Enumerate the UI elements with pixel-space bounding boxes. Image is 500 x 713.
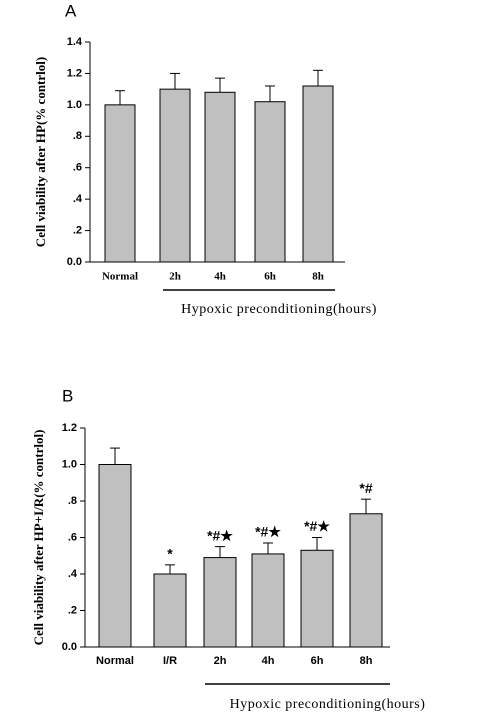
y-tick-label: 0.0 bbox=[67, 256, 82, 268]
y-tick-label: .8 bbox=[68, 495, 77, 507]
y-tick-label: .4 bbox=[73, 193, 83, 205]
x-tick-label: Normal bbox=[96, 655, 134, 667]
y-axis-label: Cell viability after HP(% contrlol) bbox=[33, 57, 48, 247]
y-tick-label: 1.2 bbox=[62, 422, 77, 434]
panel-label: B bbox=[62, 386, 73, 405]
x-tick-label: 4h bbox=[262, 655, 275, 667]
y-tick-label: .2 bbox=[73, 224, 82, 236]
bar bbox=[204, 91, 236, 263]
bar bbox=[153, 573, 187, 648]
bar bbox=[251, 553, 285, 648]
y-tick-label: 1.0 bbox=[62, 458, 77, 470]
y-tick-label: 0.0 bbox=[62, 641, 77, 653]
annotation: Hypoxic preconditioning(hours) bbox=[181, 302, 377, 317]
x-tick-label: 2h bbox=[169, 271, 181, 283]
x-tick-label: 8h bbox=[360, 655, 373, 667]
x-tick-label: 6h bbox=[311, 655, 324, 667]
significance-label: * bbox=[167, 546, 173, 562]
bar bbox=[254, 101, 286, 263]
bar bbox=[203, 557, 237, 648]
annotation: Hypoxic preconditioning(hours) bbox=[230, 697, 426, 712]
bar bbox=[300, 549, 334, 648]
bar bbox=[349, 513, 383, 648]
x-tick-label: 8h bbox=[312, 271, 324, 283]
bar bbox=[302, 85, 334, 263]
y-tick-label: 1.4 bbox=[67, 36, 83, 48]
x-tick-label: 6h bbox=[264, 271, 276, 283]
x-tick-label: 2h bbox=[214, 655, 227, 667]
y-tick-label: .6 bbox=[68, 531, 77, 543]
x-tick-label: Normal bbox=[102, 271, 138, 283]
significance-label: *#★ bbox=[304, 518, 330, 534]
bar bbox=[98, 464, 132, 648]
x-tick-label: I/R bbox=[163, 655, 177, 667]
bar bbox=[104, 104, 136, 263]
significance-label: *# bbox=[359, 480, 372, 496]
bar bbox=[159, 88, 191, 263]
y-tick-label: .4 bbox=[68, 568, 78, 580]
significance-label: *#★ bbox=[207, 527, 233, 543]
y-tick-label: .2 bbox=[68, 604, 77, 616]
y-tick-label: 1.2 bbox=[67, 67, 82, 79]
panel-label: A bbox=[65, 1, 77, 20]
y-tick-label: .8 bbox=[73, 130, 82, 142]
x-tick-label: 4h bbox=[214, 271, 226, 283]
y-tick-label: 1.0 bbox=[67, 99, 82, 111]
y-tick-label: .6 bbox=[73, 162, 82, 174]
y-axis-label: Cell viability after HP+I/R(% contrlol) bbox=[31, 430, 46, 646]
significance-label: *#★ bbox=[255, 524, 281, 540]
